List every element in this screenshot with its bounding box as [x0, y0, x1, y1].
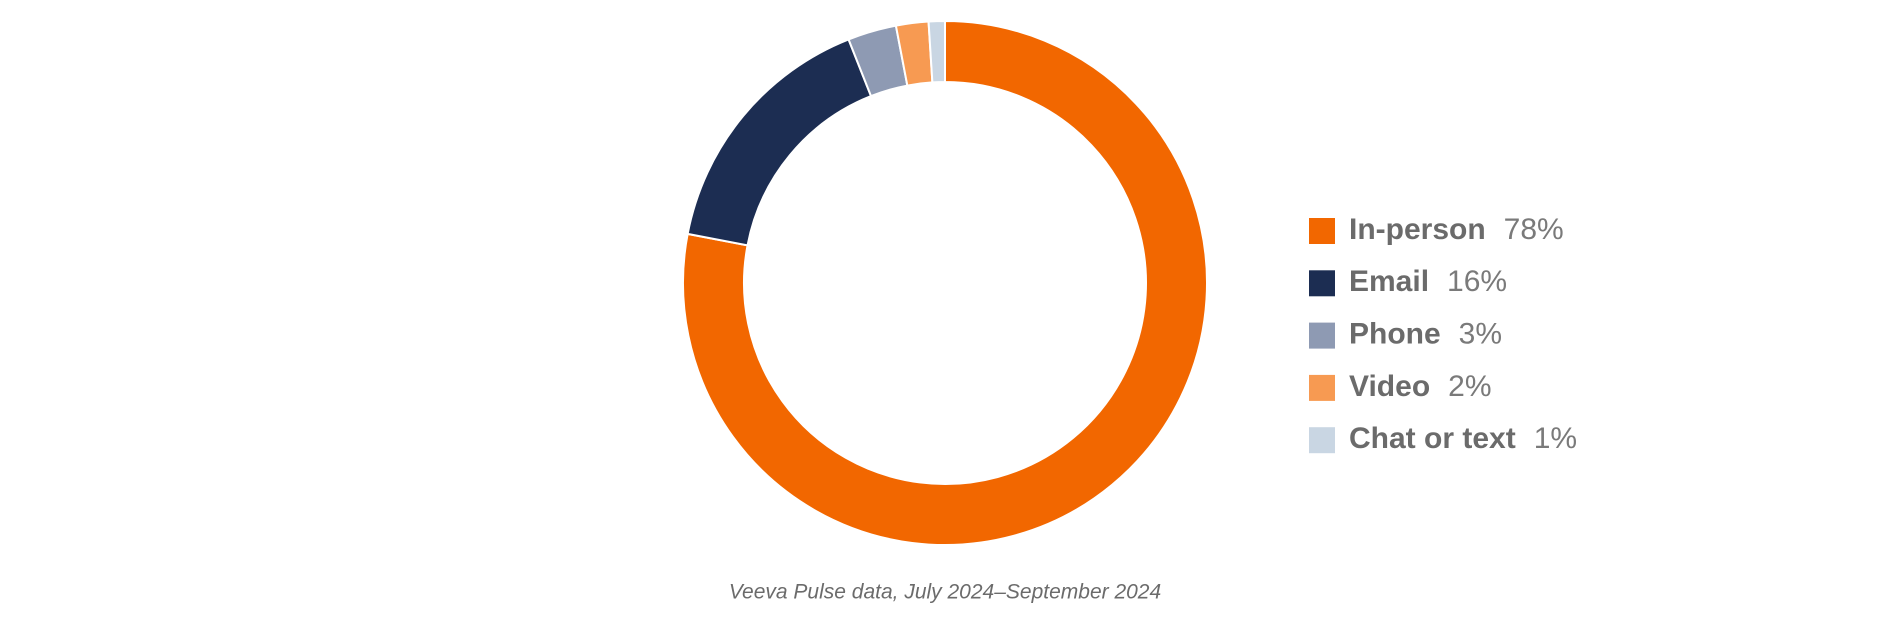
- legend-swatch: [1309, 427, 1335, 454]
- legend-swatch: [1309, 218, 1335, 244]
- legend-label: Phone: [1349, 318, 1441, 351]
- legend-value: 16%: [1447, 265, 1507, 298]
- legend-label: Video: [1349, 370, 1430, 403]
- legend-value: 78%: [1504, 213, 1564, 246]
- legend-value: 1%: [1534, 422, 1577, 455]
- slice: [682, 19, 1208, 546]
- slice: [927, 19, 946, 84]
- legend-label: Chat or text: [1349, 422, 1516, 455]
- legend-label: Email: [1349, 265, 1429, 298]
- legend-value: 2%: [1448, 370, 1491, 403]
- slice: [686, 38, 873, 247]
- legend-label: In-person: [1349, 213, 1486, 246]
- legend-value: 3%: [1459, 318, 1502, 351]
- legend-swatch: [1309, 374, 1335, 401]
- legend-swatch: [1309, 322, 1335, 349]
- caption: Veeva Pulse data, July 2024–September 20…: [729, 581, 1161, 604]
- legend-swatch: [1309, 270, 1335, 297]
